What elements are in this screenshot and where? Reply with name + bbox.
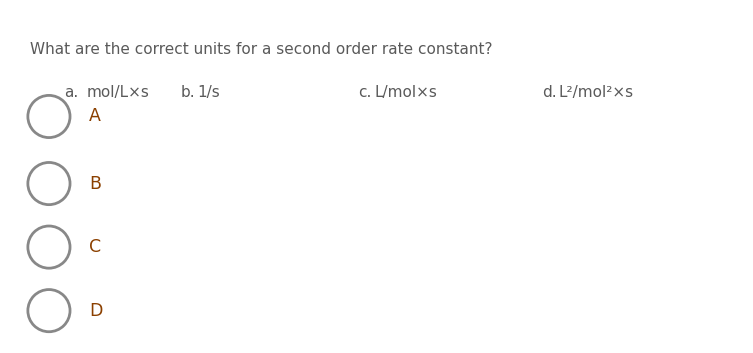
Text: 1/s: 1/s <box>197 85 220 100</box>
Text: L/mol×s: L/mol×s <box>374 85 437 100</box>
Text: mol/L×s: mol/L×s <box>87 85 149 100</box>
Text: D: D <box>89 302 102 319</box>
Text: L²/mol²×s: L²/mol²×s <box>559 85 634 100</box>
Text: a.: a. <box>64 85 78 100</box>
Text: c.: c. <box>358 85 371 100</box>
Text: B: B <box>89 175 101 192</box>
Text: What are the correct units for a second order rate constant?: What are the correct units for a second … <box>30 42 492 57</box>
Text: A: A <box>89 108 101 125</box>
Text: b.: b. <box>181 85 195 100</box>
Text: d.: d. <box>542 85 556 100</box>
Text: C: C <box>89 238 101 256</box>
